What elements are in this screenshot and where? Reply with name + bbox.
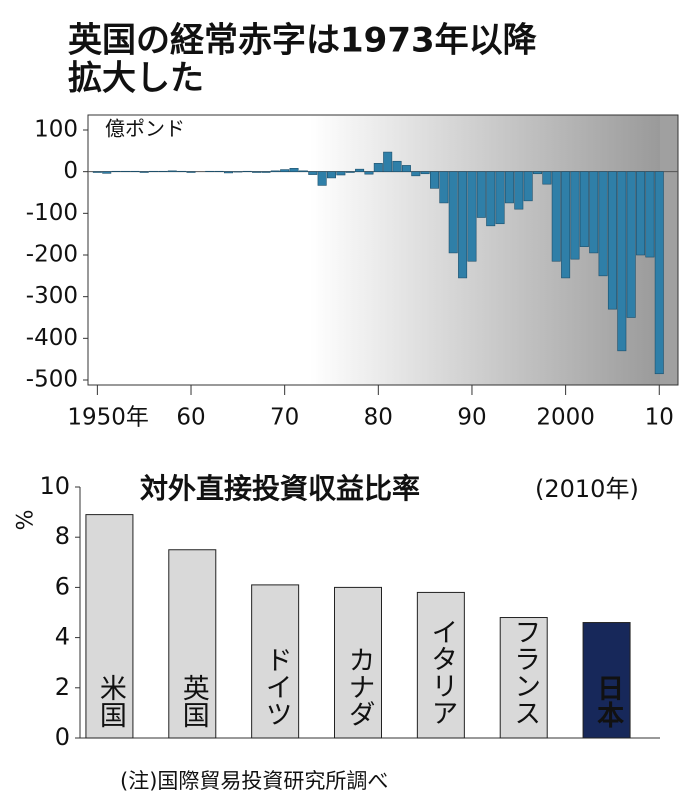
bar: [336, 171, 346, 176]
bar: [139, 171, 149, 173]
bar: [270, 170, 280, 172]
y-tick-label: -300: [26, 283, 78, 309]
bar: [467, 171, 477, 262]
bar: [645, 171, 655, 258]
bar: [334, 586, 382, 739]
x-tick-label: 10: [645, 405, 674, 431]
bar: [533, 171, 543, 175]
bar: [439, 171, 449, 204]
bar: [514, 171, 524, 210]
category-label: カナダ: [344, 646, 375, 727]
bar: [317, 171, 327, 186]
y-tick-label: 8: [55, 522, 70, 550]
bar: [499, 617, 548, 739]
bar: [504, 171, 514, 204]
x-tick-label: 1950年: [67, 405, 149, 431]
bar: [186, 171, 196, 173]
bar: [102, 171, 112, 174]
y-tick-label: -400: [26, 325, 78, 351]
y-tick-label: -200: [26, 242, 78, 268]
bar: [251, 584, 300, 739]
chart-subtitle: (2010年): [535, 475, 639, 503]
bar: [617, 171, 627, 352]
y-tick-label: 2: [55, 673, 70, 701]
bar: [523, 171, 533, 202]
bar: [448, 171, 458, 254]
bar: [636, 171, 646, 256]
bar: [383, 151, 393, 172]
bar: [420, 171, 430, 175]
bar: [654, 171, 664, 375]
x-tick-label: 70: [270, 405, 299, 431]
source-note: (注)国際貿易投資研究所調べ: [120, 769, 388, 793]
bar: [458, 171, 468, 279]
y-tick-label: 4: [55, 623, 70, 651]
category-label: 米国: [95, 674, 127, 728]
bar: [411, 171, 421, 177]
bar: [542, 171, 552, 185]
category-label: 日本: [592, 674, 624, 728]
bar: [476, 171, 486, 218]
title-line: 英国の経常赤字は1973年以降: [68, 21, 538, 61]
y-tick-label: 10: [39, 472, 70, 500]
bar: [308, 171, 318, 175]
y-tick-label: 6: [55, 572, 70, 600]
y-axis-label: 億ポンド: [105, 117, 185, 141]
y-tick-label: 100: [34, 117, 78, 143]
bar: [392, 160, 402, 172]
bar: [167, 170, 177, 172]
y-tick-label: 0: [63, 158, 78, 184]
plot-frame: [87, 114, 679, 386]
bar: [345, 171, 355, 173]
x-tick-label: 90: [457, 405, 486, 431]
title-line: 拡大した: [68, 59, 204, 99]
category-label: イタリア: [426, 618, 457, 726]
bar: [570, 171, 580, 260]
bar: [589, 171, 599, 254]
bar: [261, 171, 271, 173]
bar: [430, 171, 440, 189]
bar: [582, 622, 631, 739]
bar: [551, 171, 561, 262]
period-shading: [660, 115, 678, 385]
bar: [401, 165, 411, 172]
x-tick-label: 80: [364, 405, 393, 431]
chart-title: 対外直接投資収益比率: [140, 472, 420, 505]
bar: [486, 171, 496, 227]
bar: [416, 591, 465, 739]
bar: [223, 171, 233, 174]
bar: [326, 171, 336, 179]
bar: [579, 171, 589, 247]
bar: [561, 171, 571, 279]
bar: [495, 171, 505, 225]
bar: [607, 171, 617, 310]
bar: [355, 168, 365, 172]
category-label: ドイツ: [261, 646, 292, 727]
bar: [252, 171, 262, 173]
bar: [298, 170, 308, 172]
bar: [289, 168, 299, 172]
x-tick-label: 2000: [536, 405, 595, 431]
x-tick-label: 60: [176, 405, 205, 431]
category-label: フランス: [509, 618, 540, 726]
bar: [85, 514, 134, 739]
bar: [364, 171, 374, 175]
bar: [168, 549, 217, 739]
category-label: 英国: [178, 674, 209, 728]
y-tick-label: -500: [26, 367, 78, 393]
bar: [373, 163, 383, 172]
bar: [598, 171, 608, 277]
y-axis-label: %: [10, 510, 35, 531]
bar: [626, 171, 636, 318]
y-tick-label: -100: [26, 200, 78, 226]
y-tick-label: 0: [55, 723, 70, 751]
bar: [280, 169, 290, 172]
bar: [92, 171, 102, 173]
